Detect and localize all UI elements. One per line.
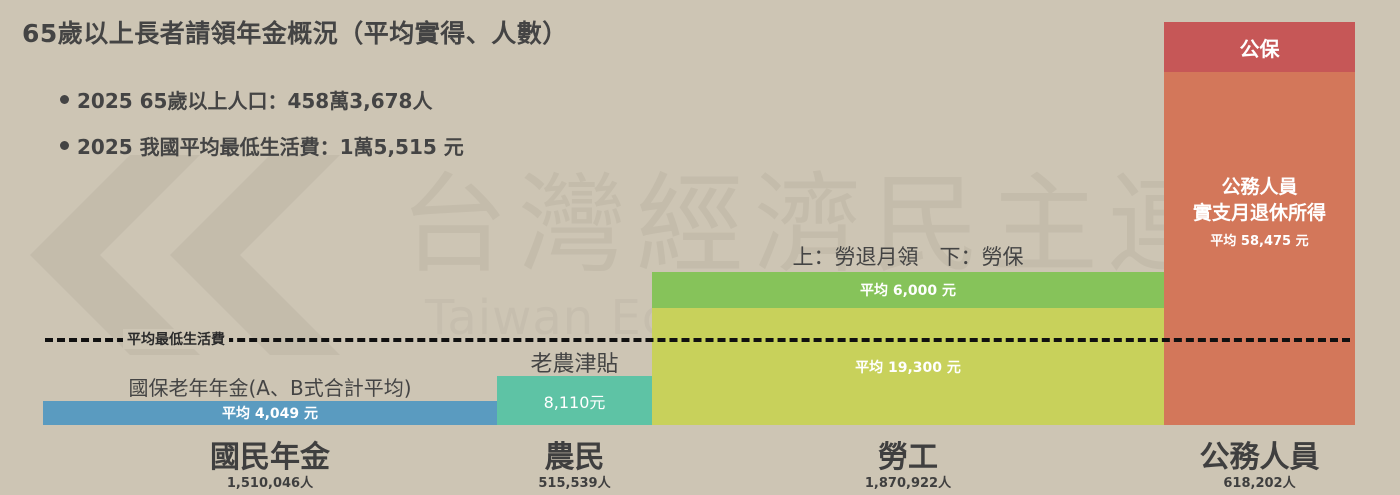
count-label-national-pension: 1,510,046人 — [226, 476, 314, 491]
civil-servant-label-line1: 公務人員 — [1221, 176, 1298, 198]
series-name-national-pension: 國保老年年金(A、B式合計平均) — [128, 376, 412, 400]
bar-value-label: 平均 58,475 元 — [1210, 234, 1309, 249]
chart-title: 65歲以上長者請領年金概況（平均實得、人數） — [22, 19, 568, 48]
bar-labor-pension: 平均 6,000 元 — [652, 272, 1164, 308]
min-living-cost-line — [45, 338, 1350, 342]
labor-stack-legend: 上：勞退月領 下：勞保 — [792, 245, 1024, 269]
bullet-text: 2025 我國平均最低生活費：1萬5,515 元 — [77, 135, 464, 159]
category-label-farmer: 農民 — [544, 440, 605, 475]
count-label-farmer: 515,539人 — [538, 476, 611, 491]
count-label-labor: 1,870,922人 — [864, 476, 952, 491]
bar-value-label: 平均 4,049 元 — [221, 406, 319, 422]
bullet-elderly-population: 2025 65歲以上人口：458萬3,678人 — [60, 85, 432, 114]
bar-value-label: 平均 19,300 元 — [855, 359, 961, 376]
count-label-civil-servant: 618,202人 — [1223, 476, 1296, 491]
category-label-labor: 勞工 — [878, 440, 938, 475]
bar-value-label: 8,110元 — [543, 392, 606, 412]
bullet-dot-icon — [60, 95, 69, 104]
civil-servant-label-line2: 實支月退休所得 — [1192, 202, 1326, 224]
bar-civil-servant-pension: 公務人員 實支月退休所得 平均 58,475 元 — [1164, 72, 1355, 425]
bar-value-label: 公保 — [1239, 36, 1280, 61]
bar-national-pension: 平均 4,049 元 — [43, 401, 497, 425]
bar-value-label: 平均 6,000 元 — [859, 283, 957, 299]
bar-farmer-allowance: 8,110元 — [497, 376, 652, 425]
bar-civil-servant-insurance: 公保 — [1164, 22, 1355, 72]
category-label-civil-servant: 公務人員 — [1199, 440, 1320, 475]
min-living-cost-label: 平均最低生活費 — [123, 329, 229, 349]
bullet-dot-icon — [60, 141, 69, 150]
bar-labor-insurance: 平均 19,300 元 — [652, 308, 1164, 425]
union-logo-watermark — [30, 155, 340, 355]
category-label-national-pension: 國民年金 — [210, 440, 330, 475]
bullet-min-living-cost: 2025 我國平均最低生活費：1萬5,515 元 — [60, 131, 464, 160]
bullet-text: 2025 65歲以上人口：458萬3,678人 — [77, 89, 433, 113]
series-name-farmer: 老農津貼 — [530, 352, 619, 377]
